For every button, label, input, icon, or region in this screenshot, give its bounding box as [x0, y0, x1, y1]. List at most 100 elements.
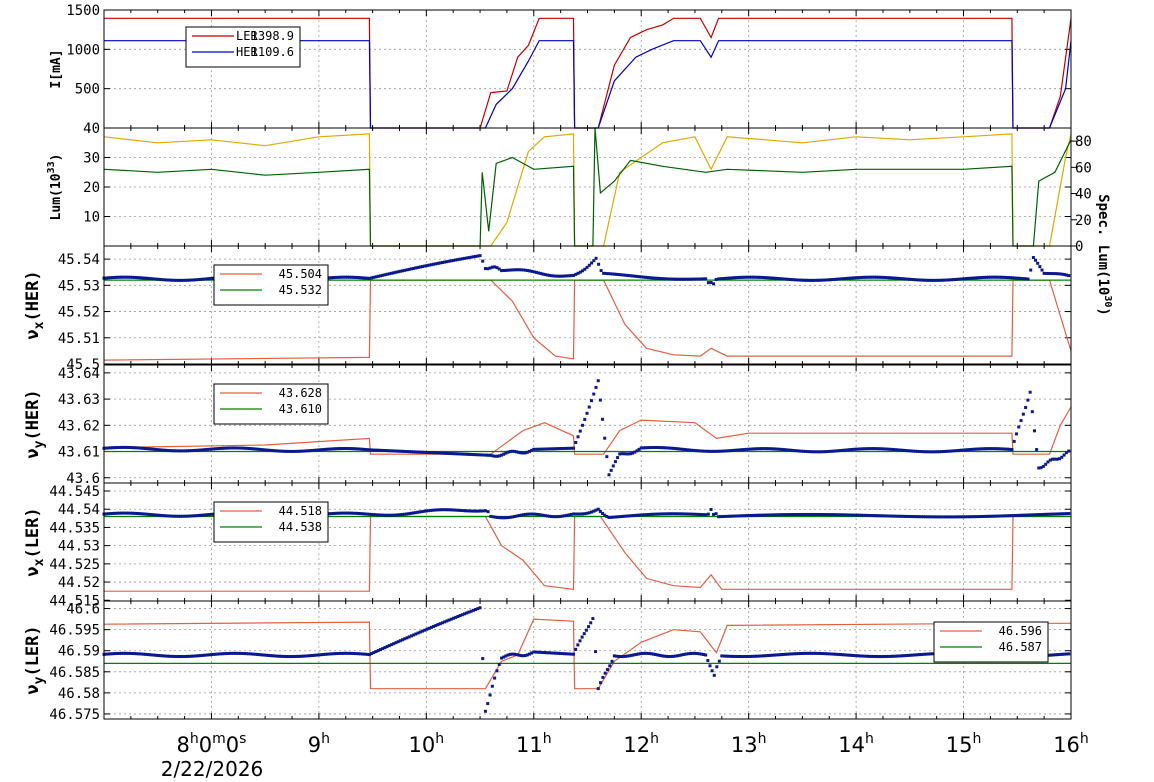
x-tick-label: 13h [731, 731, 767, 757]
data-point [1027, 513, 1031, 517]
data-point [855, 276, 859, 280]
data-point [238, 651, 242, 655]
data-point [133, 511, 137, 515]
y-axis-label-part: I[mA] [49, 49, 64, 88]
data-point [1051, 512, 1055, 516]
data-point [917, 653, 921, 657]
data-point [538, 447, 542, 451]
data-point [179, 514, 183, 518]
data-point [543, 514, 547, 518]
data-point [332, 447, 336, 451]
data-point [572, 273, 576, 277]
legend-value: 46.587 [999, 640, 1042, 654]
data-point [447, 618, 451, 622]
data-point [997, 275, 1001, 279]
data-point [122, 511, 126, 515]
data-point [458, 452, 462, 456]
data-point [866, 513, 870, 517]
data-point [451, 508, 455, 512]
data-point [109, 652, 113, 656]
data-point [106, 446, 110, 450]
data-point [778, 513, 782, 517]
data-point [972, 515, 976, 519]
data-point [826, 278, 830, 282]
y2-axis-label-part: ) [1095, 307, 1111, 315]
data-point [957, 515, 961, 519]
data-point [500, 453, 504, 457]
data-point [174, 278, 178, 282]
data-point [869, 447, 873, 451]
data-point [423, 264, 427, 268]
data-point [587, 405, 591, 409]
data-point [348, 275, 352, 279]
data-point [993, 275, 997, 279]
data-point [1039, 466, 1043, 470]
data-point [177, 449, 181, 453]
data-point [403, 449, 407, 453]
data-point [398, 269, 402, 273]
data-point [760, 275, 764, 279]
data-point [365, 448, 369, 452]
data-point [908, 515, 912, 519]
data-point [567, 652, 571, 656]
data-point [927, 278, 931, 282]
data-point [927, 450, 931, 454]
data-point [653, 512, 657, 516]
data-point [124, 275, 128, 279]
data-point [356, 447, 360, 451]
data-point [615, 272, 619, 276]
data-point [958, 277, 962, 281]
data-point [194, 278, 198, 282]
data-point [1051, 272, 1055, 276]
data-point [697, 512, 701, 516]
data-point [152, 447, 156, 451]
data-point [541, 650, 545, 654]
data-point [886, 276, 890, 280]
data-point [196, 278, 200, 282]
data-point [900, 448, 904, 452]
data-point [476, 607, 480, 611]
data-point [805, 651, 809, 655]
data-point [493, 454, 497, 458]
x-tick-label-hour: 16 [1053, 733, 1080, 757]
data-point [1008, 276, 1012, 280]
data-point [609, 515, 613, 519]
data-point [174, 449, 178, 453]
data-point [341, 651, 345, 655]
data-point [144, 512, 148, 516]
data-point [449, 452, 453, 456]
data-point [805, 512, 809, 516]
legend-value: 45.504 [279, 267, 322, 281]
data-point [532, 650, 536, 654]
data-point [506, 653, 510, 657]
data-point [776, 513, 780, 517]
data-point [117, 651, 121, 655]
data-point [777, 653, 781, 657]
data-point [506, 450, 510, 454]
data-point [538, 650, 542, 654]
y-tick-label: 44.54 [58, 502, 100, 518]
data-point [201, 448, 205, 452]
data-point [460, 613, 464, 617]
data-point [512, 449, 516, 453]
data-point [840, 513, 844, 517]
data-point [468, 509, 472, 513]
data-point [756, 513, 760, 517]
data-point [567, 274, 571, 278]
data-point [490, 684, 494, 688]
data-point [521, 654, 525, 658]
data-point [879, 275, 883, 279]
data-point [446, 508, 450, 512]
data-point [832, 449, 836, 453]
data-point [387, 449, 391, 453]
data-point [912, 278, 916, 282]
data-point [128, 651, 132, 655]
data-point [889, 654, 893, 658]
data-point [438, 622, 442, 626]
data-point [425, 264, 429, 268]
data-point [576, 271, 580, 275]
data-point [155, 277, 159, 281]
data-point [389, 513, 393, 517]
data-point [334, 652, 338, 656]
